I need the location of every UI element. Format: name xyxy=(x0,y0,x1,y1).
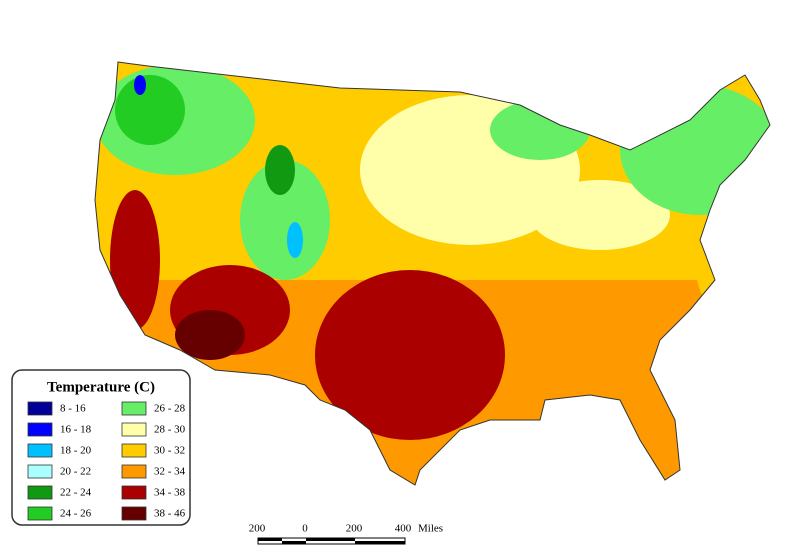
temperature-zone xyxy=(620,85,770,215)
legend-swatch xyxy=(121,506,147,521)
legend-items: 8 - 16 16 - 18 18 - 20 20 - 22 22 - 24 24 - 2… xyxy=(27,401,186,521)
temperature-zone xyxy=(530,180,670,250)
scale-label: 0 xyxy=(302,523,308,535)
temperature-zone xyxy=(265,145,295,195)
legend-swatch xyxy=(27,485,53,500)
legend-label: 24 - 26 xyxy=(60,508,92,520)
legend-label: 8 - 16 xyxy=(60,403,86,415)
legend-swatch xyxy=(121,401,147,416)
temperature-zone xyxy=(287,222,303,258)
legend-title: Temperature (C) xyxy=(47,379,155,395)
legend-label: 34 - 38 xyxy=(154,487,186,499)
temperature-zone xyxy=(134,75,146,95)
legend-label: 38 - 46 xyxy=(154,508,186,520)
scale-segment xyxy=(355,541,405,544)
temperature-zone xyxy=(115,75,185,145)
scale-segment xyxy=(282,541,306,544)
scale-label: 200 xyxy=(346,523,363,535)
legend-swatch xyxy=(121,443,147,458)
map-outline xyxy=(94,61,771,486)
legend-label: 26 - 28 xyxy=(154,403,186,415)
temperature-zone xyxy=(175,310,245,360)
scale-bar: 200 0 200 400 Miles xyxy=(249,523,443,545)
temperature-zone xyxy=(240,160,330,280)
temperature-zone xyxy=(315,270,505,440)
legend-swatch xyxy=(27,464,53,479)
legend-label: 30 - 32 xyxy=(154,445,185,457)
legend-swatch xyxy=(27,401,53,416)
scale-segment xyxy=(306,538,355,541)
scale-label: 400 xyxy=(395,523,412,535)
legend-label: 18 - 20 xyxy=(60,445,92,457)
legend-swatch xyxy=(121,464,147,479)
legend-label: 28 - 30 xyxy=(154,424,186,436)
legend-label: 32 - 34 xyxy=(154,466,186,478)
legend-label: 22 - 24 xyxy=(60,487,92,499)
legend-swatch xyxy=(27,506,53,521)
legend-label: 16 - 18 xyxy=(60,424,92,436)
legend-label: 20 - 22 xyxy=(60,466,91,478)
legend-swatch xyxy=(121,485,147,500)
legend-swatch xyxy=(27,443,53,458)
scale-label: 200 xyxy=(249,523,266,535)
legend-swatch xyxy=(27,422,53,437)
legend-swatch xyxy=(121,422,147,437)
scale-unit: Miles xyxy=(418,523,443,535)
scale-segment xyxy=(258,538,282,541)
temperature-zone xyxy=(110,190,160,330)
